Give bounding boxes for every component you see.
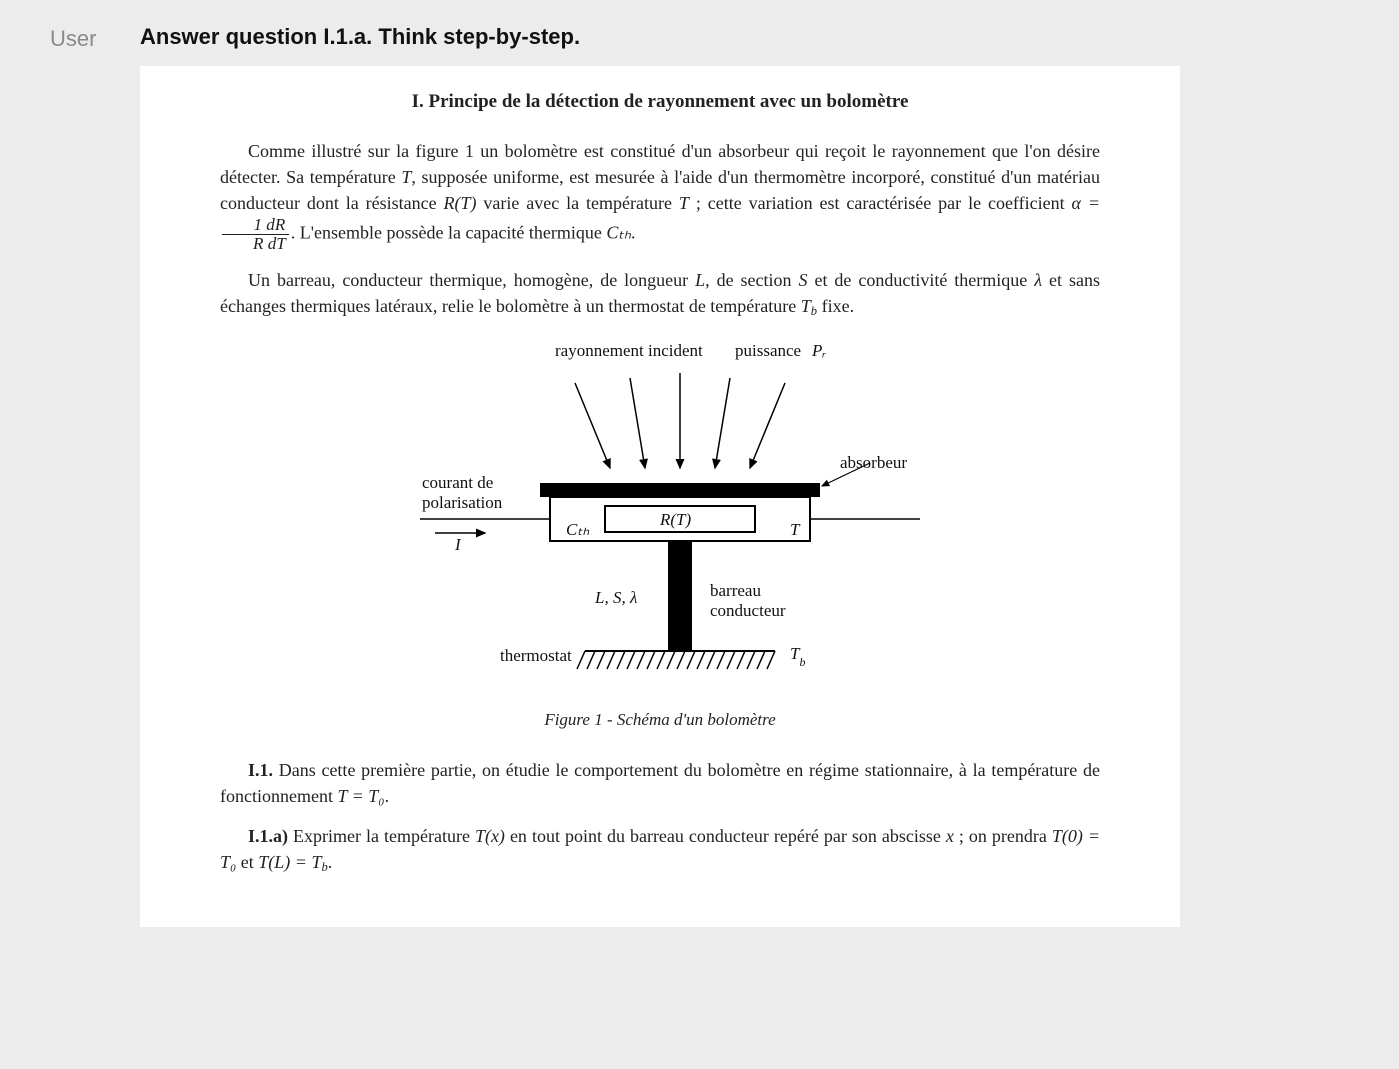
paragraph-I1: I.1. Dans cette première partie, on étud… [220,757,1100,809]
svg-text:Cₜₕ: Cₜₕ [566,520,589,539]
sym-alpha: α = [1071,193,1100,213]
p1-text-d: ; cette variation est caractérisée par l… [689,193,1072,213]
figure-caption: Figure 1 - Schéma d'un bolomètre [380,708,940,733]
label-I1a: I.1.a) [248,826,288,846]
sym-Tb: Tb [801,296,817,316]
role-label: User [50,24,140,52]
user-prompt-text: Answer question I.1.a. Think step-by-ste… [140,24,580,50]
pI1a-text-b: Exprimer la température [288,826,475,846]
pI1a-text-c: en tout point du barreau conducteur repé… [505,826,946,846]
svg-text:Tb: Tb [790,644,805,669]
p2-text-c: et de conductivité thermique [808,270,1035,290]
figure-1: rayonnement incident puissance Pᵣ absorbeur… [380,338,940,733]
section-title: I. Principe de la détection de rayonneme… [220,88,1100,116]
svg-text:Pᵣ: Pᵣ [811,341,827,360]
paragraph-1: Comme illustré sur la figure 1 un bolomè… [220,138,1100,253]
svg-text:rayonnement incident: rayonnement incident [555,341,703,360]
pI1a-text-f: . [328,852,333,872]
svg-text:I: I [454,535,462,554]
alpha-fraction: 1 dRR dT [222,216,289,253]
sym-Cth: Cₜₕ [606,222,631,242]
sym-lambda: λ [1034,270,1042,290]
sym-L: L [695,270,705,290]
label-I1: I.1. [248,760,273,780]
frac-num: 1 dR [222,216,289,234]
svg-text:polarisation: polarisation [422,493,503,512]
sym-Tx: T(x) [475,826,505,846]
p2-text-e: fixe. [817,296,854,316]
sym-TLeq: T(L) = Tb [258,852,327,872]
sym-S: S [799,270,808,290]
svg-text:absorbeur: absorbeur [840,453,907,472]
p1-text-e: . L'ensemble possède la capacité thermiq… [291,222,607,242]
svg-text:R(T): R(T) [659,510,692,529]
p1-text-c: varie avec la température [477,193,679,213]
svg-text:thermostat: thermostat [500,646,572,665]
svg-text:courant de: courant de [422,473,493,492]
document-sheet: I. Principe de la détection de rayonneme… [140,66,1180,927]
paragraph-I1a: I.1.a) Exprimer la température T(x) en t… [220,823,1100,876]
svg-text:T: T [790,520,801,539]
svg-text:L, S, λ: L, S, λ [594,588,637,607]
svg-text:conducteur: conducteur [710,601,786,620]
pI1-text-c: . [385,786,390,806]
sym-RT: R(T) [444,193,477,213]
frac-den: R dT [222,234,289,253]
sym-TeqT0: T = T₀ [337,786,384,806]
pI1a-text-d: ; on prendra [954,826,1052,846]
svg-text:puissance: puissance [735,341,801,360]
paragraph-2: Un barreau, conducteur thermique, homogè… [220,267,1100,320]
chat-prompt-row: User Answer question I.1.a. Think step-b… [0,24,1399,66]
page-root: User Answer question I.1.a. Think step-b… [0,0,1399,1069]
sym-T: T [401,167,411,187]
svg-text:barreau: barreau [710,581,761,600]
p2-text-a: Un barreau, conducteur thermique, homogè… [248,270,695,290]
sym-T-2: T [679,193,689,213]
p1-text-f: . [631,222,636,242]
sym-x: x [946,826,954,846]
bolometer-diagram: rayonnement incident puissance Pᵣ absorbeur… [380,338,940,698]
p2-text-b: , de section [705,270,798,290]
pI1a-text-e: et [236,852,258,872]
